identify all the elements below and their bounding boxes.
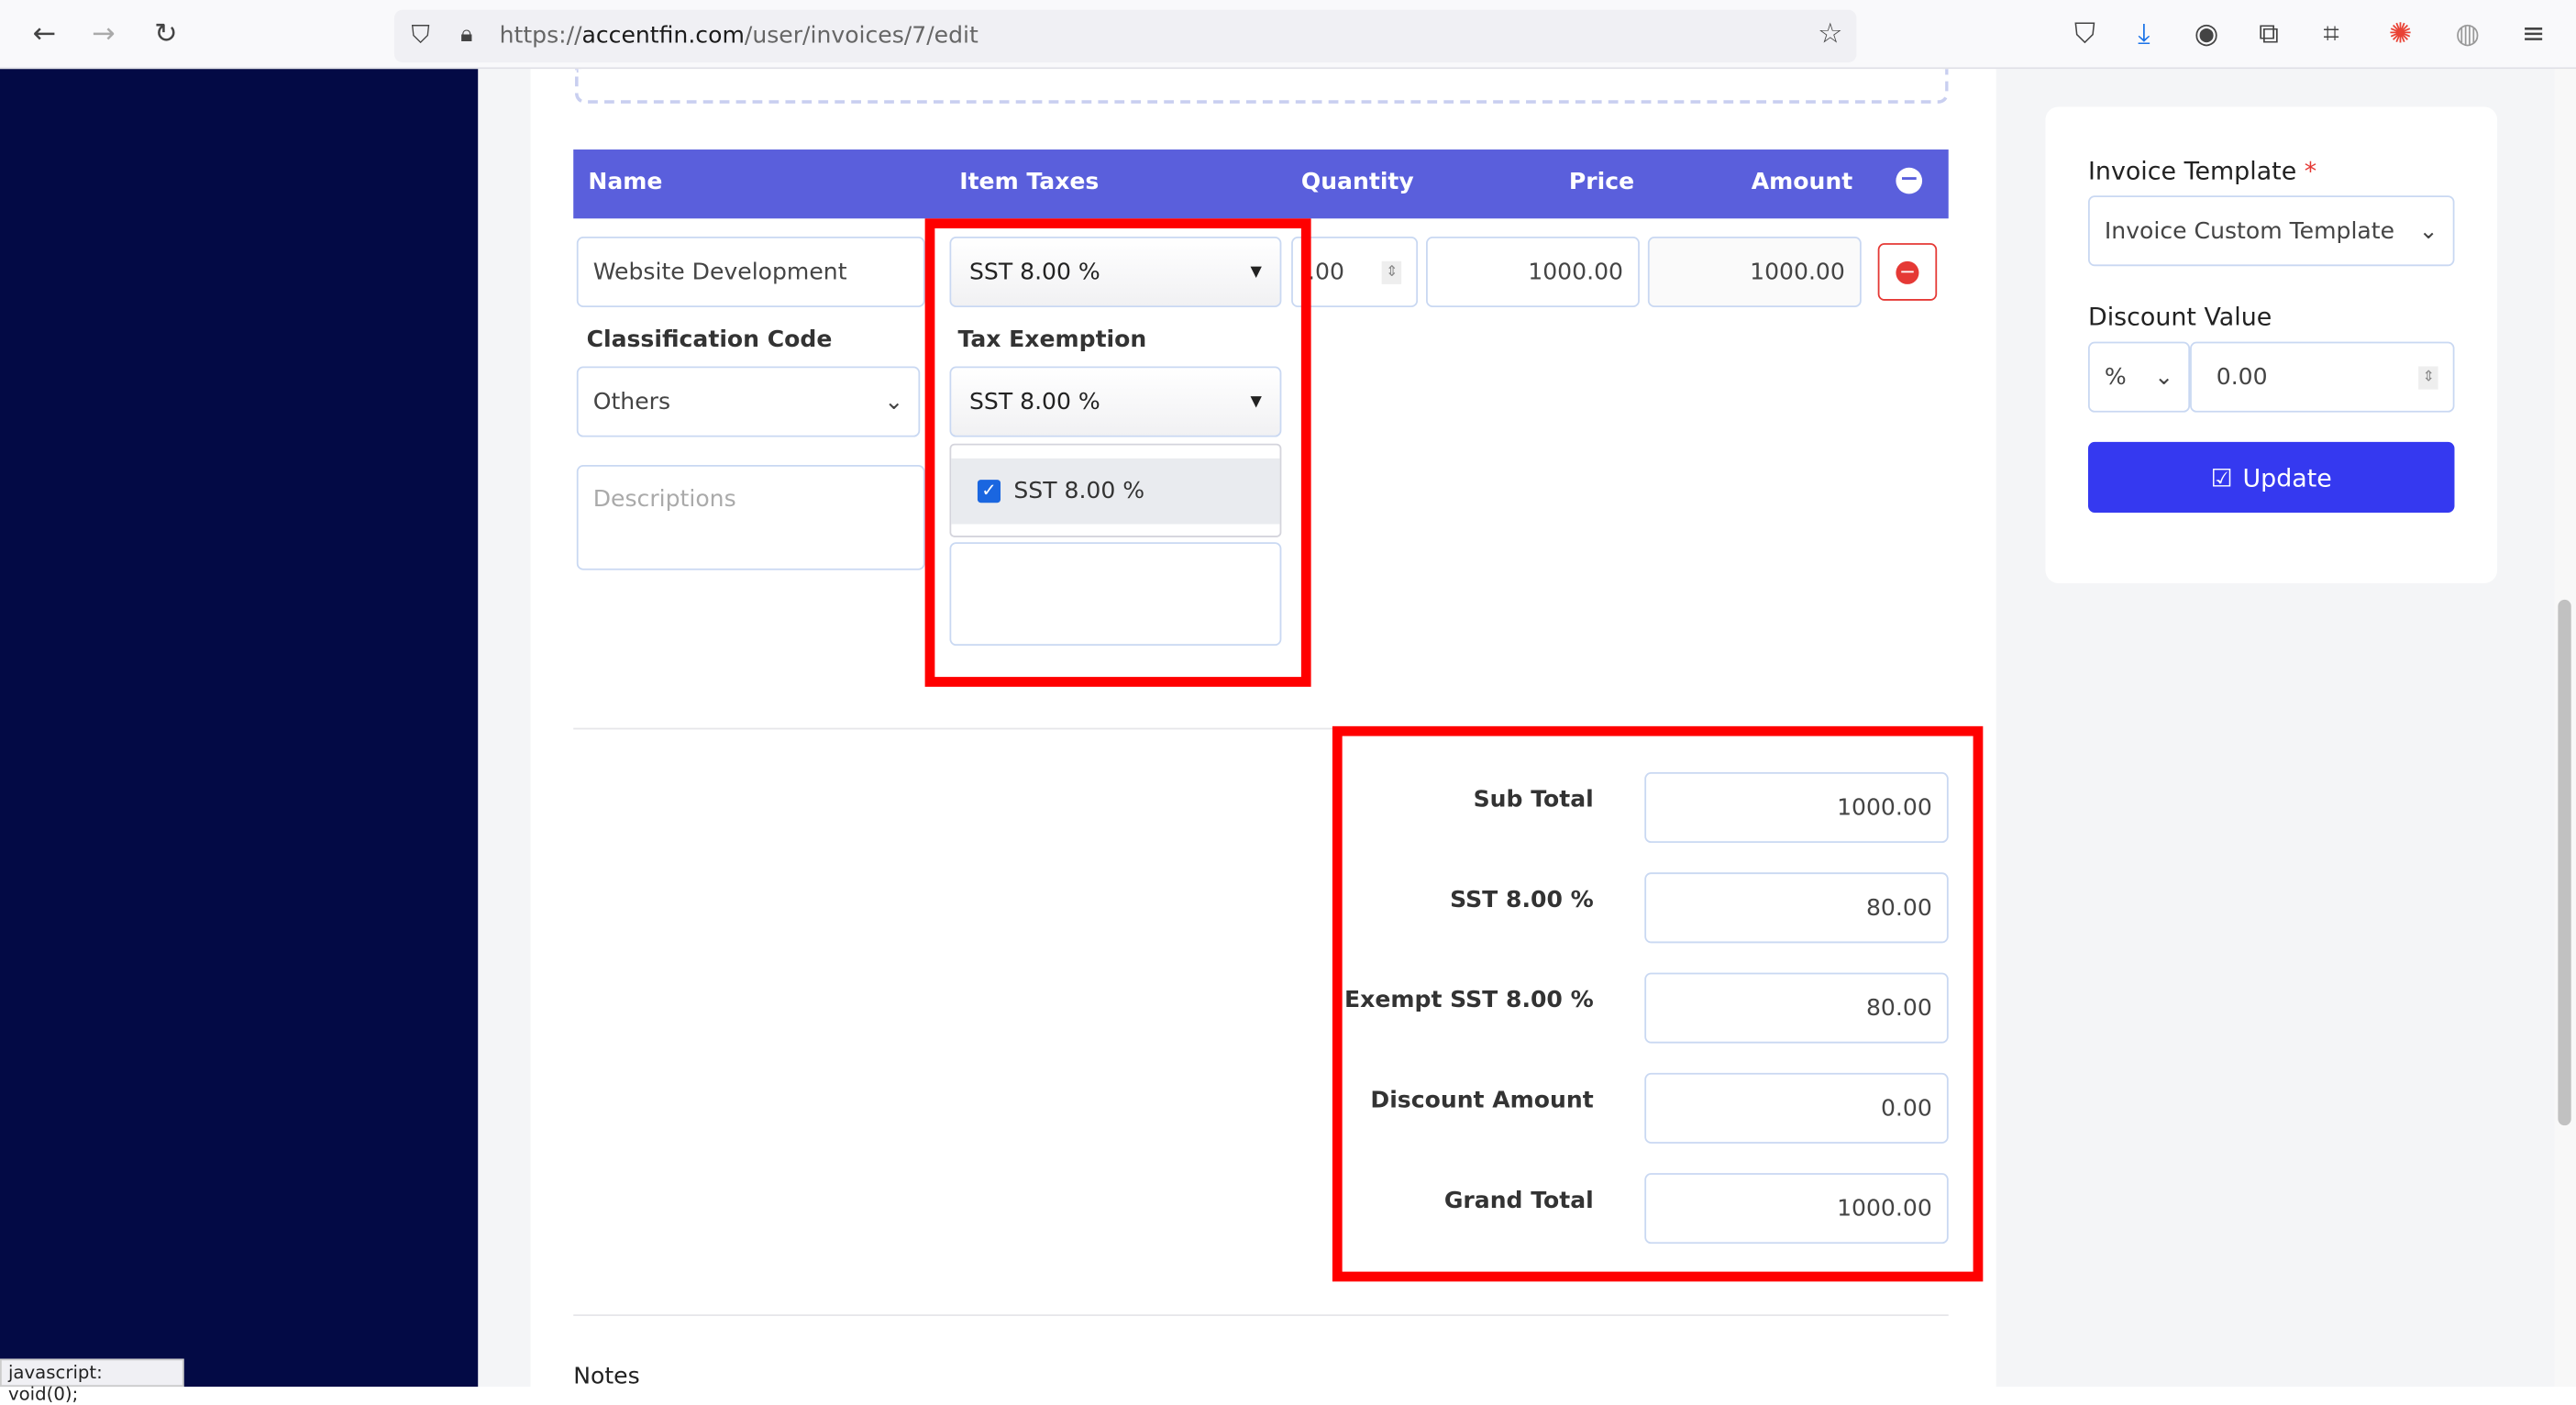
download-icon[interactable]: ⤓	[2138, 17, 2150, 51]
scrollbar-thumb[interactable]	[2558, 599, 2571, 1126]
address-bar[interactable]: ⛉ 🔒︎ https://accentfin.com/user/invoices…	[393, 9, 1857, 63]
globe-icon[interactable]: ◍	[2455, 17, 2481, 51]
notes-label: Notes	[573, 1363, 640, 1390]
exemption-details-textarea[interactable]	[949, 542, 1282, 647]
price-input[interactable]: 1000.00	[1426, 236, 1640, 308]
template-value: Invoice Custom Template	[2104, 217, 2395, 245]
back-icon[interactable]: ←	[32, 17, 57, 51]
color-wheel-icon[interactable]: ✺	[2388, 17, 2413, 51]
discount-value-label: Discount Value	[2087, 302, 2272, 332]
forward-icon[interactable]: →	[92, 17, 116, 51]
divider	[573, 727, 1949, 730]
caret-down-icon: ▼	[1250, 263, 1262, 281]
checkbox-checked-icon[interactable]: ✓	[977, 480, 1001, 503]
caret-down-icon: ▼	[1250, 393, 1262, 410]
classification-code-select[interactable]: Others ⌄	[576, 366, 921, 437]
pocket-icon[interactable]: ⛉	[2073, 17, 2095, 51]
browser-toolbar: ← → ↻ ⛉ 🔒︎ https://accentfin.com/user/in…	[0, 0, 2576, 70]
option-label: SST 8.00 %	[1013, 478, 1145, 504]
crop-icon[interactable]: ⌗	[2323, 17, 2339, 51]
dropdown-option[interactable]: ✓ SST 8.00 %	[951, 458, 1280, 525]
amount-input: 1000.00	[1647, 236, 1862, 308]
reload-icon[interactable]: ↻	[154, 17, 178, 51]
bookmark-star-icon[interactable]: ☆	[1818, 17, 1843, 51]
highlight-box-totals	[1332, 725, 1984, 1282]
discount-type-value: %	[2104, 363, 2127, 391]
total-label: Exempt SST 8.00 %	[1344, 987, 1594, 1014]
header-amount: Amount	[1751, 169, 1853, 196]
header-name: Name	[588, 169, 663, 196]
total-value-input: 80.00	[1644, 872, 1949, 944]
chevron-down-icon: ⌄	[2154, 363, 2174, 391]
tax-exemption-value: SST 8.00 %	[968, 388, 1100, 415]
total-label: Discount Amount	[1370, 1087, 1594, 1114]
total-label: SST 8.00 %	[1450, 887, 1594, 914]
discount-value: 0.00	[2216, 363, 2268, 391]
status-bar: javascript: void(0);	[0, 1358, 184, 1405]
remove-all-icon[interactable]: −	[1896, 167, 1923, 194]
classification-code-label: Classification Code	[586, 326, 833, 354]
minus-circle-icon: −	[1896, 260, 1919, 284]
discount-type-select[interactable]: % ⌄	[2087, 341, 2191, 413]
total-value-input: 80.00	[1644, 972, 1949, 1044]
chevron-down-icon: ⌄	[2418, 217, 2438, 245]
item-tax-select[interactable]: SST 8.00 % ▼	[949, 236, 1282, 308]
account-icon[interactable]: ◉	[2194, 17, 2219, 51]
lock-icon[interactable]: 🔒︎	[460, 21, 473, 48]
sidebar	[0, 69, 479, 1388]
shield-icon[interactable]: ⛉	[411, 19, 430, 50]
url-prefix: https://	[499, 23, 582, 50]
chevron-down-icon: ⌄	[884, 388, 904, 415]
items-table-header: Name Item Taxes Quantity Price Amount −	[573, 149, 1949, 219]
dropzone	[575, 69, 1949, 104]
remove-item-button[interactable]: −	[1877, 243, 1938, 301]
spinner-icon[interactable]: ⇕	[1382, 260, 1402, 284]
invoice-template-label-text: Invoice Template	[2087, 156, 2297, 186]
quantity-value: .00	[1308, 259, 1344, 285]
spinner-icon[interactable]: ⇕	[2418, 365, 2438, 389]
required-mark: *	[2304, 156, 2317, 186]
gutter	[478, 69, 531, 1388]
item-name-input[interactable]: Website Development	[576, 236, 925, 308]
quantity-input[interactable]: .00 ⇕	[1291, 236, 1419, 308]
total-value-input: 1000.00	[1644, 772, 1949, 844]
header-quantity: Quantity	[1300, 169, 1414, 196]
url-text[interactable]: https://accentfin.com/user/invoices/7/ed…	[500, 23, 978, 50]
invoice-template-label: Invoice Template *	[2088, 156, 2316, 185]
tax-exemption-dropdown: ✓ SST 8.00 %	[949, 443, 1282, 537]
total-label: Grand Total	[1443, 1188, 1594, 1214]
classification-value: Others	[592, 388, 671, 415]
highlight-box-tax	[924, 218, 1311, 687]
extensions-icon[interactable]: ⧉	[2259, 17, 2279, 51]
discount-value-input[interactable]: 0.00 ⇕	[2190, 341, 2455, 413]
invoice-settings-card: Invoice Template * Invoice Custom Templa…	[2045, 106, 2498, 583]
item-tax-value: SST 8.00 %	[968, 259, 1100, 285]
invoice-template-select[interactable]: Invoice Custom Template ⌄	[2087, 195, 2455, 267]
divider	[573, 1314, 1949, 1316]
url-path: /user/invoices/7/edit	[744, 23, 978, 50]
total-value-input: 0.00	[1644, 1072, 1949, 1144]
update-label: Update	[2242, 462, 2332, 492]
tax-exemption-label: Tax Exemption	[957, 326, 1147, 354]
header-price: Price	[1568, 169, 1635, 196]
tax-exemption-select[interactable]: SST 8.00 % ▼	[949, 366, 1282, 437]
descriptions-textarea[interactable]: Descriptions	[576, 464, 925, 570]
total-value-input: 1000.00	[1644, 1173, 1949, 1245]
update-button[interactable]: ☑ Update	[2087, 441, 2455, 513]
header-item-taxes: Item Taxes	[959, 169, 1100, 196]
total-label: Sub Total	[1473, 787, 1594, 813]
menu-icon[interactable]: ≡	[2521, 17, 2546, 51]
edit-square-icon: ☑	[2210, 462, 2233, 492]
url-domain: accentfin.com	[581, 23, 745, 50]
